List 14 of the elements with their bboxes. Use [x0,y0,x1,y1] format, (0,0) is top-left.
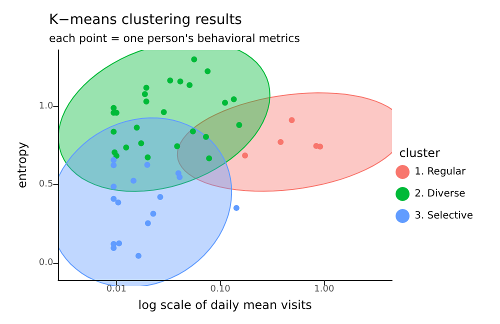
legend-label: 2. Diverse [414,188,466,200]
legend-title: cluster [399,146,440,160]
chart-title: K−means clustering results [49,12,242,28]
x-tick-label: 0.01 [106,284,126,295]
y-tick-label: 0.0 [38,258,54,268]
chart-subtitle: each point = one person's behavioral metrics [49,32,300,45]
y-tick-label: 0.5 [38,180,54,190]
x-tick-label: 0.10 [210,284,231,295]
legend-label: 1. Regular [414,166,467,178]
x-tick-label: 1.00 [314,284,334,295]
legend-label: 3. Selective [414,210,474,222]
y-tick-label: 1.0 [38,101,54,112]
y-axis-title: entropy [15,142,29,188]
x-axis-title: log scale of daily mean visits [138,298,312,312]
